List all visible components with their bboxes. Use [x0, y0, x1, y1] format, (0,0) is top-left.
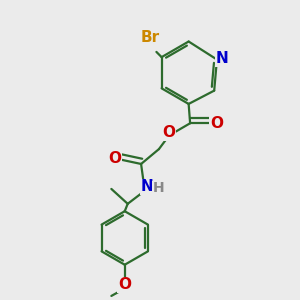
- Text: O: O: [210, 116, 223, 131]
- Text: O: O: [108, 152, 122, 166]
- Text: N: N: [216, 51, 229, 66]
- Text: Br: Br: [140, 30, 159, 45]
- Text: H: H: [153, 181, 165, 195]
- Text: N: N: [141, 179, 153, 194]
- Text: O: O: [162, 125, 175, 140]
- Text: O: O: [118, 278, 131, 292]
